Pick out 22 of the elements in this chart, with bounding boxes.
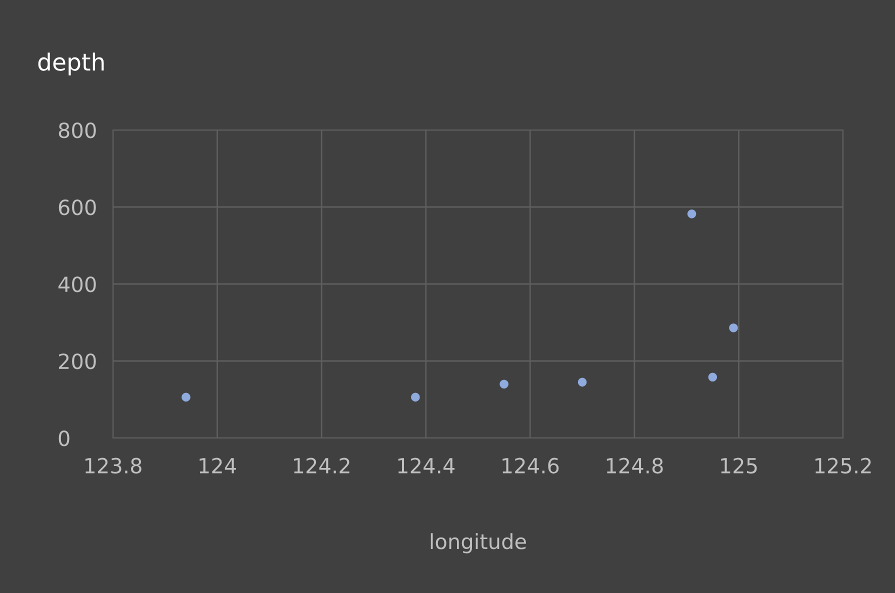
- y-tick-label: 200: [58, 353, 96, 370]
- x-tick-label: 124: [200, 458, 236, 474]
- y-tick-label: 600: [58, 199, 96, 216]
- y-tick-label: 400: [58, 276, 96, 292]
- x-axis-title: longitude: [430, 533, 526, 554]
- x-tick-label: 125: [721, 458, 757, 474]
- point: [578, 378, 587, 387]
- x-tick-label: 124.8: [606, 458, 663, 474]
- chart-title: depth: [38, 52, 104, 76]
- y-tick-label: 800: [58, 122, 96, 138]
- x-tick-label: 125.2: [815, 458, 871, 474]
- x-tick-label: 123.8: [85, 458, 142, 474]
- point: [687, 210, 696, 218]
- point: [182, 392, 190, 402]
- point: [411, 392, 420, 402]
- x-tick-label: 124.2: [294, 458, 350, 474]
- point: [500, 380, 508, 388]
- point: [729, 324, 738, 332]
- x-tick-label: 124.4: [398, 458, 455, 474]
- point: [708, 372, 718, 382]
- y-tick-label: 0: [58, 430, 70, 446]
- x-tick-label: 124.6: [502, 458, 559, 474]
